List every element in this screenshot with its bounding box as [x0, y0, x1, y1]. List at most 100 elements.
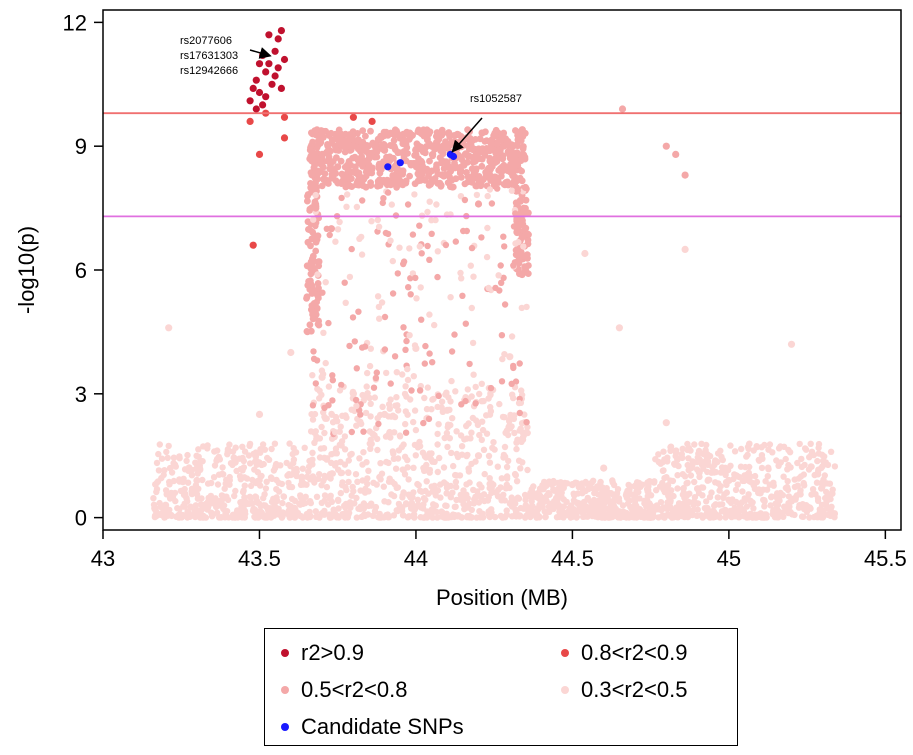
background-point	[181, 503, 188, 510]
background-point	[808, 491, 815, 498]
background-point	[687, 472, 695, 479]
background-point	[718, 508, 726, 515]
background-point	[396, 433, 404, 440]
block-point	[428, 167, 436, 175]
background-point	[717, 469, 725, 476]
scatter-point	[310, 257, 317, 265]
block-point	[509, 149, 516, 157]
background-point	[681, 473, 689, 480]
background-point	[356, 455, 363, 462]
scatter-point	[375, 420, 382, 428]
scatter-point	[352, 396, 360, 404]
scatter-point	[507, 411, 514, 419]
background-point	[232, 444, 239, 451]
background-point	[824, 461, 832, 469]
background-point	[452, 483, 460, 491]
block-point	[478, 129, 486, 137]
block-point	[438, 143, 445, 151]
scatter-point	[426, 256, 433, 263]
data-point	[274, 35, 282, 43]
background-point	[471, 496, 478, 503]
background-point	[390, 512, 398, 519]
background-point	[208, 479, 215, 487]
scatter-point	[501, 243, 508, 250]
background-point	[784, 486, 792, 494]
background-point	[241, 448, 249, 455]
block-point	[404, 150, 411, 157]
data-point	[384, 163, 392, 171]
background-point	[343, 486, 350, 494]
background-point	[312, 508, 319, 515]
background-point	[684, 479, 691, 486]
scatter-point	[484, 224, 491, 232]
legend-item: Candidate SNPs	[281, 715, 464, 739]
background-point	[737, 463, 745, 470]
block-point	[437, 181, 445, 189]
scatter-point	[407, 275, 414, 282]
data-point	[381, 410, 389, 418]
background-point	[421, 467, 428, 474]
data-point	[249, 241, 257, 249]
background-point	[268, 445, 275, 453]
data-point	[349, 113, 357, 121]
background-point	[589, 512, 596, 520]
scatter-point	[458, 275, 465, 282]
background-point	[389, 448, 396, 455]
scatter-point	[404, 365, 411, 373]
background-point	[712, 510, 719, 517]
scatter-point	[508, 187, 516, 194]
block-point	[466, 135, 474, 142]
block-point	[469, 159, 477, 166]
scatter-plot: 43 43.5 44 44.5 45 45.5 0 3 6 9 12 rs2077606 rs1763…	[14, 9, 907, 610]
background-point	[744, 443, 752, 451]
background-point	[168, 469, 176, 476]
background-point	[779, 492, 786, 499]
block-point	[513, 177, 521, 185]
block-point	[367, 127, 374, 135]
block-point	[475, 173, 483, 180]
scatter-point	[429, 359, 436, 366]
background-point	[392, 465, 400, 472]
background-point	[183, 457, 190, 465]
background-point	[669, 477, 677, 485]
block-point	[376, 169, 384, 177]
scatter-point	[498, 279, 505, 286]
background-point	[345, 478, 352, 486]
background-point	[191, 508, 198, 515]
block-point	[391, 178, 399, 186]
block-point	[352, 163, 359, 171]
background-point	[316, 471, 323, 478]
scatter-point	[496, 287, 503, 294]
background-point	[209, 511, 217, 518]
background-point	[600, 485, 607, 492]
background-point	[443, 502, 450, 510]
snp-label: rs1052587	[470, 93, 522, 105]
scatter-point	[400, 260, 407, 268]
background-point	[498, 475, 505, 482]
background-point	[513, 478, 521, 485]
scatter-point	[341, 279, 348, 286]
scatter-point	[486, 186, 494, 193]
background-point	[664, 499, 671, 506]
background-point	[337, 458, 344, 466]
background-point	[722, 464, 729, 471]
scatter-point	[421, 394, 428, 402]
scatter-point	[394, 270, 401, 277]
background-point	[444, 424, 451, 431]
scatter-point	[487, 384, 495, 392]
data-point	[506, 163, 514, 171]
background-point	[557, 479, 564, 486]
block-point	[409, 131, 416, 139]
background-point	[160, 471, 167, 479]
scatter-point	[416, 222, 423, 229]
scatter-point	[495, 272, 502, 279]
background-point	[220, 493, 228, 500]
block-point	[444, 144, 451, 152]
block-point	[391, 164, 398, 172]
background-point	[412, 452, 419, 459]
scatter-point	[310, 348, 317, 355]
background-point	[813, 513, 820, 520]
background-point	[306, 457, 313, 465]
background-point	[240, 487, 247, 494]
scatter-point	[409, 231, 417, 238]
